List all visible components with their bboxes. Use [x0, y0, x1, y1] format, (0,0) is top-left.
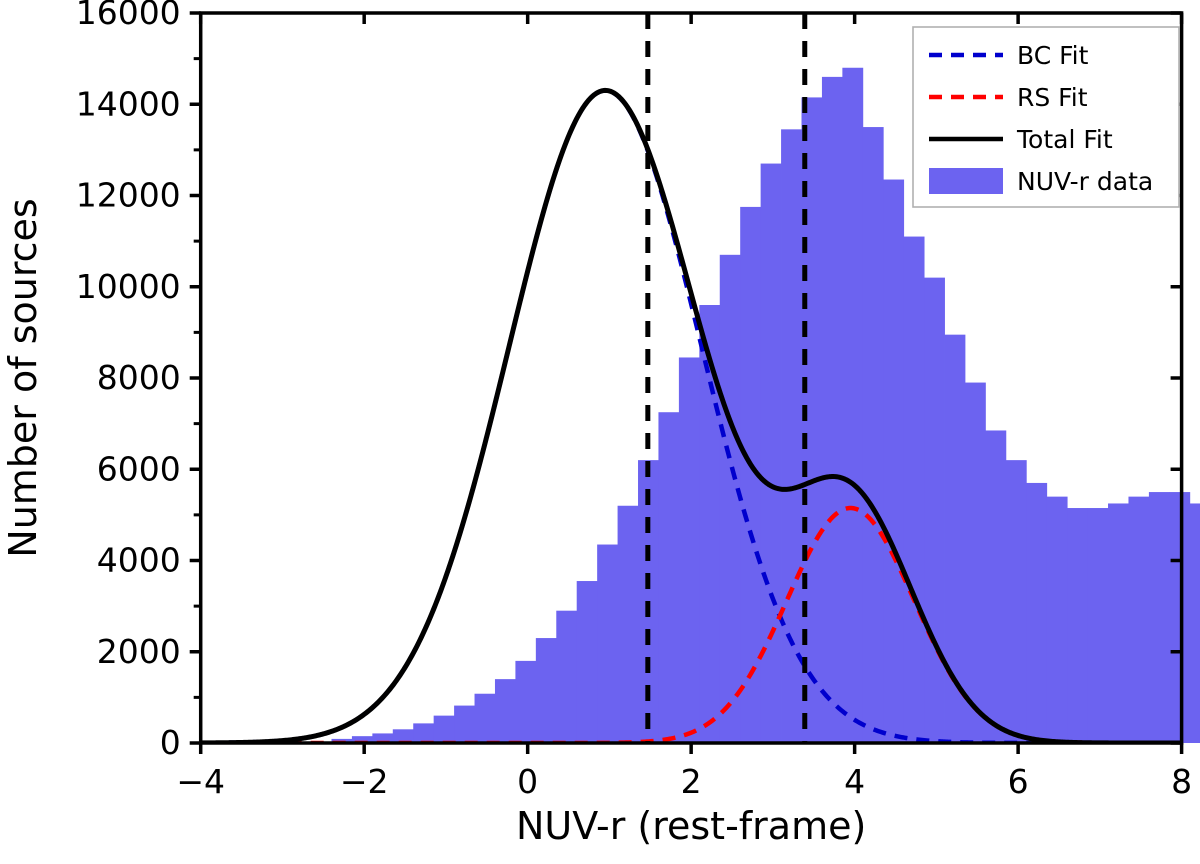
- legend-label: RS Fit: [1017, 83, 1088, 112]
- y-tick-label: 6000: [97, 449, 181, 488]
- histogram-bar: [1067, 508, 1088, 743]
- x-axis-title: NUV-r (rest-frame): [516, 804, 866, 848]
- histogram-bar: [1026, 482, 1048, 743]
- histogram-bar: [699, 305, 721, 743]
- y-tick-label: 16000: [76, 0, 181, 32]
- histogram-bar: [392, 729, 414, 743]
- y-tick-label: 12000: [76, 176, 181, 215]
- histogram-bar: [413, 723, 435, 743]
- histogram-bar: [1148, 492, 1170, 743]
- x-tick-label: 0: [517, 762, 538, 801]
- histogram-bar: [985, 430, 1007, 743]
- legend-entry[interactable]: RS Fit: [929, 83, 1088, 112]
- histogram-bar: [372, 733, 394, 743]
- histogram-bar: [576, 581, 598, 743]
- legend-swatch-patch: [929, 168, 1003, 194]
- histogram-bar: [883, 179, 905, 743]
- histogram-bar: [433, 715, 455, 744]
- histogram-bar: [944, 334, 966, 743]
- x-tick-label: 2: [681, 762, 702, 801]
- y-tick-label: 4000: [97, 541, 181, 580]
- legend-label: NUV-r data: [1017, 167, 1153, 196]
- histogram-bar: [781, 129, 802, 744]
- histogram-bar: [862, 127, 884, 743]
- histogram-bar: [1005, 460, 1027, 744]
- histogram-bar: [903, 236, 925, 743]
- y-axis-title: Number of sources: [1, 198, 45, 557]
- histogram-bar: [719, 254, 741, 743]
- x-tick-label: 4: [844, 762, 865, 801]
- histogram-bar: [597, 544, 618, 743]
- histogram-series: [331, 67, 1200, 744]
- x-tick-label: 8: [1171, 762, 1192, 801]
- histogram-bar: [678, 357, 700, 743]
- y-tick-label: 0: [160, 723, 181, 762]
- histogram-bar: [556, 610, 578, 743]
- y-tick-label: 8000: [97, 358, 181, 397]
- legend: BC Fit RS Fit Total Fit NUV-r data: [912, 26, 1180, 208]
- y-tick-label: 10000: [76, 267, 181, 306]
- histogram-bar: [1087, 508, 1109, 743]
- histogram-bar: [515, 660, 537, 744]
- histogram-bar: [1169, 492, 1191, 743]
- histogram-bar: [474, 693, 496, 743]
- total-fit-curve: [200, 87, 1182, 743]
- x-tick-label: 6: [1008, 762, 1029, 801]
- histogram-bar: [821, 76, 843, 744]
- histogram-bar: [1046, 496, 1068, 744]
- histogram-bar: [454, 705, 475, 743]
- histogram-bar: [617, 505, 639, 743]
- legend-label: BC Fit: [1017, 41, 1089, 70]
- histogram-bar: [658, 412, 680, 743]
- legend-entry[interactable]: NUV-r data: [929, 167, 1153, 196]
- histogram-bar: [760, 163, 782, 743]
- histogram-bar: [494, 679, 516, 744]
- y-tick-label: 2000: [97, 632, 181, 671]
- histogram-bar: [924, 277, 945, 743]
- y-tick-label: 14000: [76, 84, 181, 123]
- histogram-bar: [351, 736, 373, 743]
- legend-entry[interactable]: BC Fit: [929, 41, 1089, 70]
- curves-group: [200, 87, 1182, 743]
- legend-entry[interactable]: Total Fit: [929, 125, 1113, 154]
- legend-label: Total Fit: [1016, 125, 1113, 154]
- x-tick-label: −4: [176, 762, 225, 801]
- histogram-bar: [964, 382, 986, 743]
- histogram-bar: [1189, 503, 1200, 743]
- histogram-bar: [1128, 496, 1150, 744]
- bc-fit-curve: [200, 88, 1182, 743]
- histogram-bar: [535, 638, 557, 743]
- x-tick-label: −2: [340, 762, 389, 801]
- histogram-bar: [740, 206, 762, 743]
- histogram-bar: [1108, 503, 1129, 743]
- histogram-bar: [842, 67, 864, 743]
